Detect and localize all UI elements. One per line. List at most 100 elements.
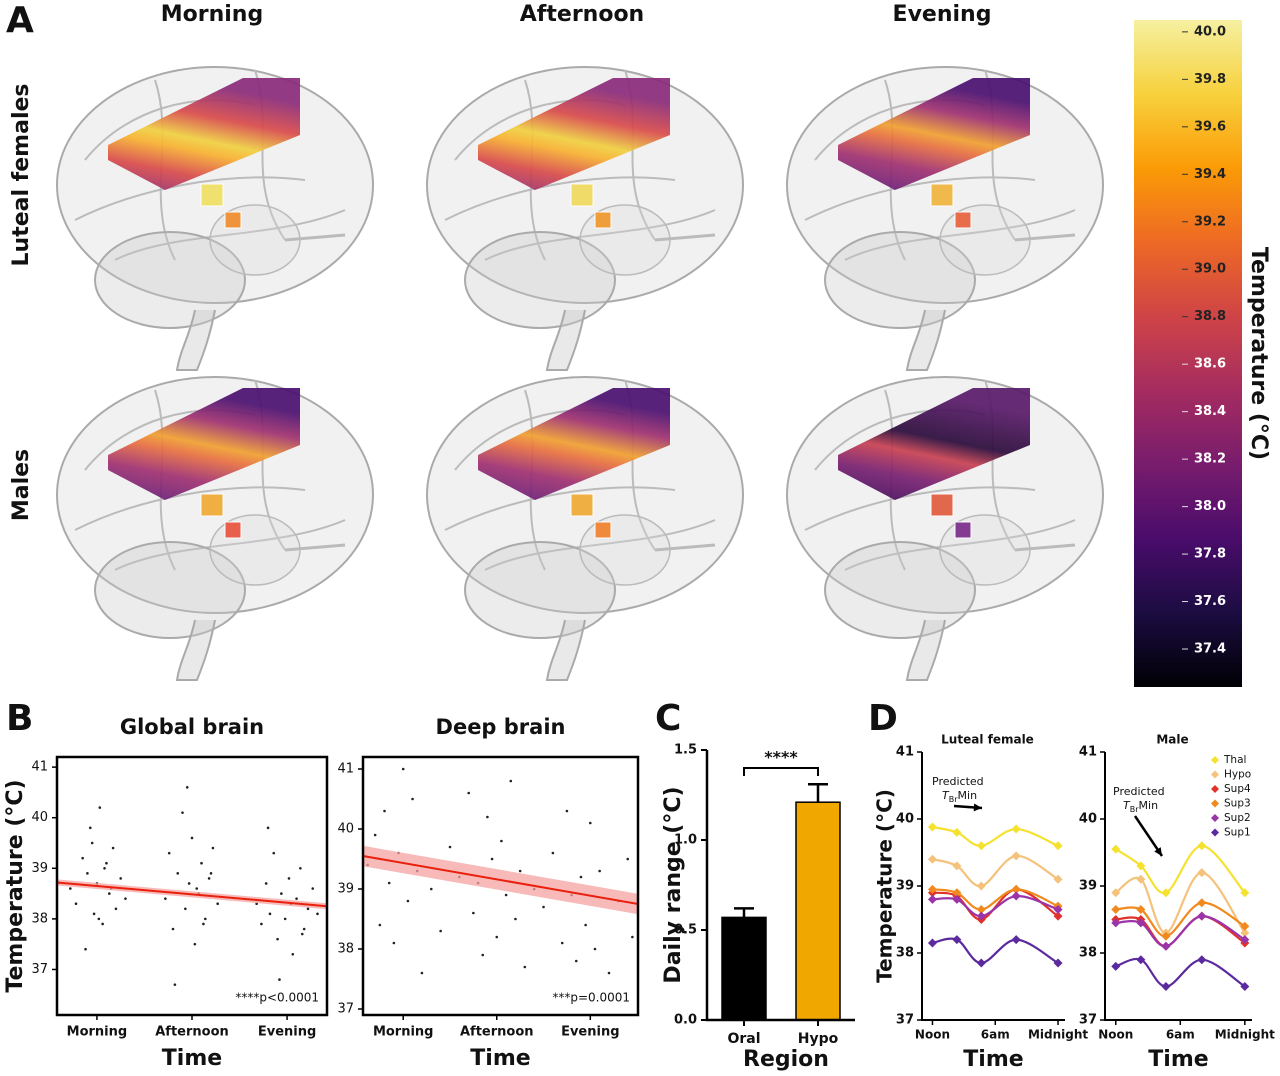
y-tick-label: 0.5: [674, 923, 697, 938]
data-marker: [1011, 935, 1021, 945]
data-marker: [1011, 884, 1021, 894]
annotation: ****p<0.0001: [235, 991, 319, 1005]
y-tick-label: 41: [31, 760, 48, 775]
data-point: [98, 806, 102, 809]
data-point: [295, 897, 298, 900]
y-tick-label: 39: [1079, 879, 1097, 894]
data-marker: [952, 935, 962, 945]
x-tick-label: 6am: [981, 1028, 1010, 1042]
hypothalamus-cube: [954, 521, 972, 539]
data-point: [429, 887, 433, 891]
x-tick-label: Noon: [915, 1028, 950, 1042]
y-tick-label: 1.0: [674, 833, 697, 848]
data-point: [406, 899, 410, 903]
x-tick-label: Morning: [373, 1025, 434, 1040]
data-point: [173, 983, 177, 986]
data-point: [560, 941, 564, 945]
y-tick-label: 37: [1079, 1013, 1097, 1028]
data-point: [90, 841, 94, 845]
data-marker: [1053, 841, 1063, 851]
data-marker: [1197, 868, 1207, 878]
y-axis-label: Daily range (°C): [661, 786, 686, 983]
x-tick-label: Midnight: [1028, 1028, 1088, 1042]
colorbar-tick-label: 40.0: [1194, 24, 1226, 39]
data-marker: [976, 904, 986, 914]
panel-letter: A: [6, 0, 34, 41]
error-bar: [808, 782, 828, 803]
data-point: [631, 935, 634, 939]
data-point: [495, 935, 499, 939]
colorbar-tick-label: 38.2: [1194, 452, 1226, 467]
legend-marker: [1211, 770, 1219, 779]
data-point: [209, 872, 213, 875]
chart-title: Global brain: [120, 715, 264, 739]
annotation-suffix: Min: [1139, 799, 1159, 812]
data-point: [264, 882, 268, 885]
legend-label: Sup1: [1224, 827, 1251, 839]
data-point: [105, 861, 108, 865]
data-marker: [1053, 958, 1063, 968]
data-point: [88, 826, 92, 830]
data-point: [86, 872, 89, 875]
y-tick-label: 38: [31, 911, 48, 926]
data-point: [378, 923, 382, 927]
y-tick-label: 38: [1079, 946, 1097, 961]
data-point: [185, 786, 189, 789]
data-point: [579, 875, 583, 879]
data-point: [299, 866, 302, 870]
data-point: [626, 857, 630, 861]
data-point: [420, 971, 424, 975]
data-marker: [1161, 931, 1171, 941]
data-marker: [1111, 888, 1121, 898]
data-point: [260, 922, 263, 926]
error-bar: [734, 907, 754, 918]
data-point: [411, 797, 414, 801]
data-point: [190, 836, 194, 840]
data-point: [97, 917, 101, 921]
data-marker: [1111, 918, 1121, 928]
data-point: [291, 952, 295, 956]
data-point: [111, 846, 115, 850]
annotation-subscript: Br: [949, 795, 958, 804]
row-label: Males: [9, 449, 34, 521]
data-point: [266, 826, 270, 830]
annotation-symbol: T: [1123, 799, 1131, 812]
data-point: [193, 942, 197, 946]
y-tick-label: 40: [337, 822, 354, 837]
annotation-suffix: Min: [958, 789, 978, 802]
data-point: [280, 892, 283, 895]
data-point: [187, 882, 191, 885]
data-point: [392, 941, 396, 945]
data-marker: [927, 884, 937, 894]
x-tick-label: Evening: [258, 1025, 316, 1040]
x-tick-label: Morning: [67, 1025, 128, 1040]
data-marker: [976, 958, 986, 968]
data-point: [518, 869, 522, 873]
panel-a: Morning Afternoon Evening Luteal females Mal…: [9, 2, 1105, 682]
chart-title: Deep brain: [436, 715, 566, 739]
hypothalamus-cube: [954, 211, 972, 229]
colorbar-tick-label: 37.6: [1194, 594, 1226, 609]
data-point: [584, 923, 587, 927]
colorbar-tick-label: 38.0: [1194, 499, 1226, 514]
data-point: [184, 907, 187, 911]
data-point: [542, 905, 545, 909]
data-point: [467, 791, 470, 795]
legend-marker: [1211, 814, 1219, 822]
data-point: [101, 922, 104, 926]
data-point: [593, 947, 597, 951]
y-tick-label: 41: [1079, 745, 1097, 760]
data-marker: [952, 894, 962, 904]
data-point: [486, 815, 489, 819]
y-tick-label: 41: [896, 745, 914, 760]
data-marker: [1136, 904, 1146, 914]
data-point: [84, 947, 87, 951]
hypothalamus-cube: [224, 521, 242, 539]
data-marker: [1111, 904, 1121, 914]
y-tick-label: 41: [337, 762, 354, 777]
data-point: [316, 912, 319, 916]
y-tick-label: 40: [31, 810, 48, 825]
data-point: [448, 845, 452, 849]
data-point: [514, 917, 517, 921]
data-point: [74, 902, 78, 906]
